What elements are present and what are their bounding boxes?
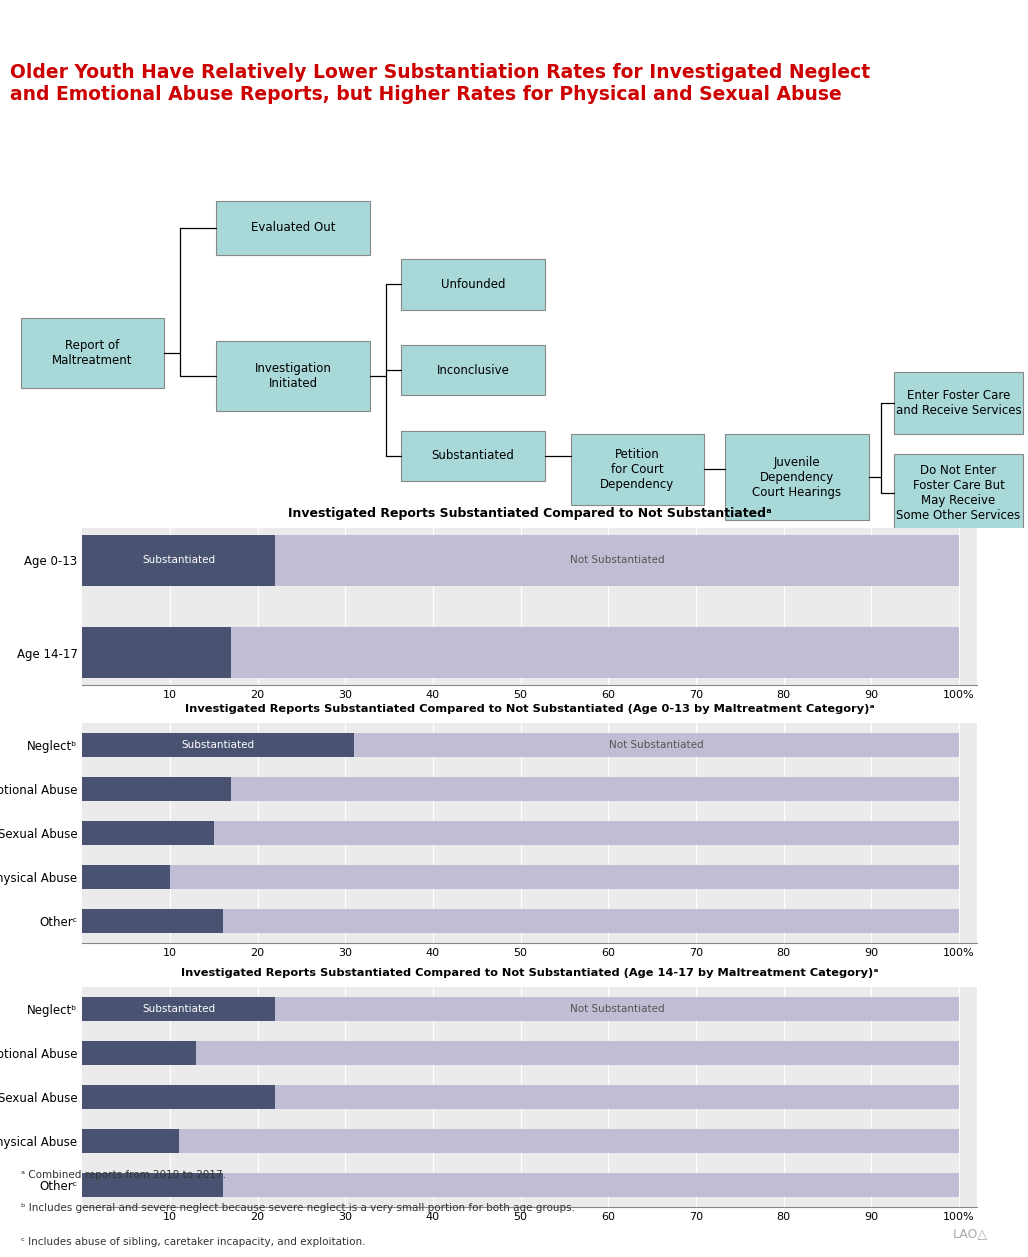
Bar xyxy=(82,535,276,586)
Bar xyxy=(82,865,170,889)
FancyBboxPatch shape xyxy=(401,430,545,481)
Bar xyxy=(82,777,959,801)
Title: Investigated Reports Substantiated Compared to Not Substantiated (Age 0-13 by Ma: Investigated Reports Substantiated Compa… xyxy=(185,704,874,714)
Text: Enter Foster Care
and Receive Services: Enter Foster Care and Receive Services xyxy=(895,390,1022,417)
Text: Juvenile
Dependency
Court Hearings: Juvenile Dependency Court Hearings xyxy=(752,456,841,499)
FancyBboxPatch shape xyxy=(401,259,545,309)
FancyBboxPatch shape xyxy=(216,201,370,255)
Text: Substantiated: Substantiated xyxy=(142,1004,215,1014)
Bar xyxy=(82,997,276,1021)
Bar xyxy=(82,627,231,678)
Text: Unfounded: Unfounded xyxy=(441,278,505,290)
Bar xyxy=(82,1129,959,1153)
Text: Evaluated Out: Evaluated Out xyxy=(251,221,335,234)
Text: Investigation
Initiated: Investigation Initiated xyxy=(255,362,331,390)
FancyBboxPatch shape xyxy=(216,341,370,411)
Bar xyxy=(82,1173,222,1197)
Bar xyxy=(82,733,354,757)
FancyBboxPatch shape xyxy=(894,454,1023,532)
Bar xyxy=(82,1085,276,1109)
FancyBboxPatch shape xyxy=(401,344,545,396)
Text: LAO△: LAO△ xyxy=(953,1227,988,1239)
Bar xyxy=(82,1085,959,1109)
FancyBboxPatch shape xyxy=(894,372,1023,435)
Text: Not Substantiated: Not Substantiated xyxy=(570,556,664,566)
Text: Substantiated: Substantiated xyxy=(432,449,514,463)
Text: Older Youth Have Relatively Lower Substantiation Rates for Investigated Neglect
: Older Youth Have Relatively Lower Substa… xyxy=(10,63,871,103)
Bar xyxy=(82,909,959,933)
Text: Substantiated: Substantiated xyxy=(182,740,255,750)
Text: ᵇ Includes general and severe neglect because severe neglect is a very small por: ᵇ Includes general and severe neglect be… xyxy=(21,1203,575,1213)
Bar xyxy=(82,1173,959,1197)
FancyBboxPatch shape xyxy=(21,318,164,387)
Bar xyxy=(82,1041,959,1065)
Text: Not Substantiated: Not Substantiated xyxy=(610,740,704,750)
FancyBboxPatch shape xyxy=(725,435,869,520)
Bar xyxy=(82,777,231,801)
Text: Substantiated: Substantiated xyxy=(142,556,215,566)
Bar xyxy=(82,1041,196,1065)
Bar xyxy=(82,733,959,757)
Text: Not Substantiated: Not Substantiated xyxy=(570,1004,664,1014)
Bar xyxy=(82,821,214,845)
Bar xyxy=(82,1129,179,1153)
Bar xyxy=(82,821,959,845)
Bar xyxy=(82,909,222,933)
Text: Petition
for Court
Dependency: Petition for Court Dependency xyxy=(600,447,674,491)
Text: Do Not Enter
Foster Care But
May Receive
Some Other Services: Do Not Enter Foster Care But May Receive… xyxy=(896,464,1021,522)
Text: Inconclusive: Inconclusive xyxy=(437,363,509,377)
Bar xyxy=(82,865,959,889)
Text: ᵃ Combined reports from 2010 to 2017.: ᵃ Combined reports from 2010 to 2017. xyxy=(21,1169,225,1179)
Bar xyxy=(82,997,959,1021)
Text: Figure 5: Figure 5 xyxy=(37,23,107,38)
Bar xyxy=(82,535,959,586)
Title: Investigated Reports Substantiated Compared to Not Substantiatedᵃ: Investigated Reports Substantiated Compa… xyxy=(288,507,771,520)
Bar xyxy=(82,627,959,678)
Text: Report of
Maltreatment: Report of Maltreatment xyxy=(52,338,133,367)
Text: ᶜ Includes abuse of sibling, caretaker incapacity, and exploitation.: ᶜ Includes abuse of sibling, caretaker i… xyxy=(21,1237,365,1247)
Title: Investigated Reports Substantiated Compared to Not Substantiated (Age 14-17 by M: Investigated Reports Substantiated Compa… xyxy=(181,968,878,978)
FancyBboxPatch shape xyxy=(571,435,704,504)
